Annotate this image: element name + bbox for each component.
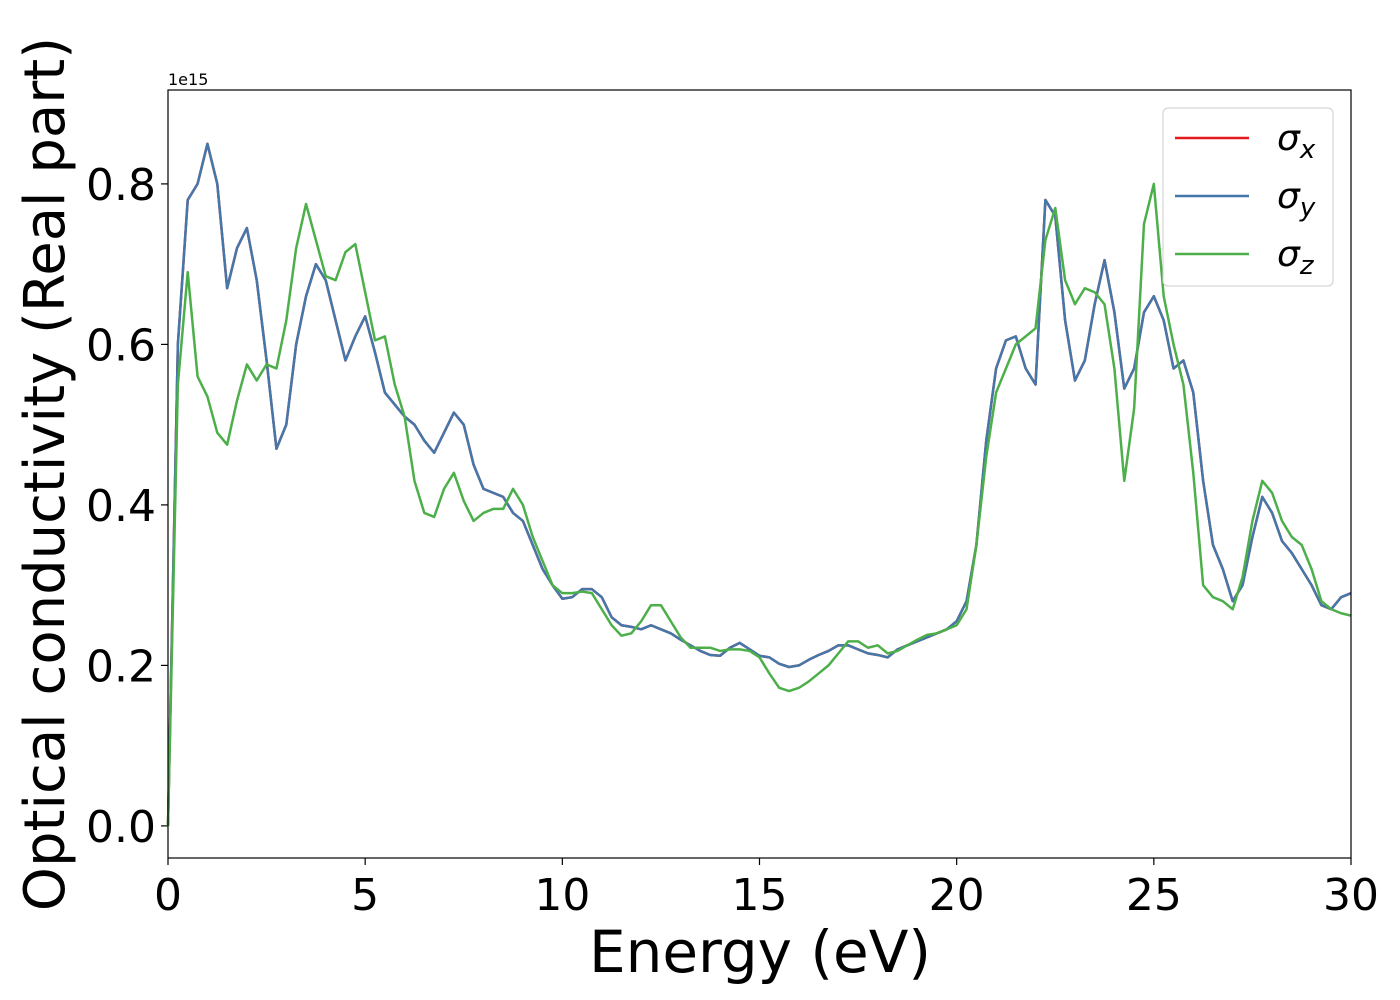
x-tick-label: 20 bbox=[929, 870, 985, 921]
offset-text: 1e15 bbox=[168, 70, 208, 89]
y-tick-label: 0.2 bbox=[86, 641, 156, 692]
x-tick-label: 0 bbox=[154, 870, 182, 921]
y-tick-label: 0.4 bbox=[86, 481, 156, 532]
y-axis-label: Optical conductivity (Real part) bbox=[13, 37, 78, 911]
x-axis-label: Energy (eV) bbox=[589, 918, 931, 986]
y-tick-label: 0.0 bbox=[86, 802, 156, 853]
legend-label: σx bbox=[1277, 118, 1316, 165]
x-tick-label: 15 bbox=[732, 870, 788, 921]
x-tick-label: 10 bbox=[534, 870, 590, 921]
legend-label: σy bbox=[1277, 176, 1316, 223]
x-tick-label: 30 bbox=[1323, 870, 1379, 921]
y-tick-label: 0.6 bbox=[86, 320, 156, 371]
x-tick-label: 25 bbox=[1126, 870, 1182, 921]
x-tick-label: 5 bbox=[351, 870, 379, 921]
plot-frame bbox=[167, 89, 1352, 859]
series-line bbox=[166, 182, 1352, 826]
series-line bbox=[166, 142, 1352, 826]
y-tick-label: 0.8 bbox=[86, 160, 156, 211]
legend-label: σz bbox=[1277, 234, 1315, 281]
